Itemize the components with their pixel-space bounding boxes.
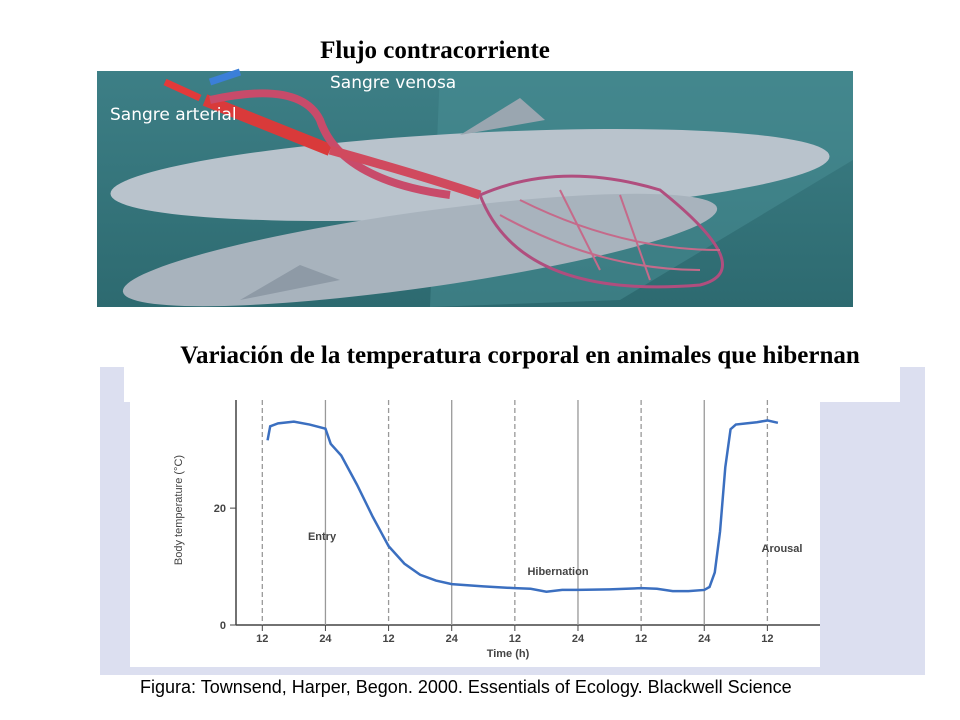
x-tick-label: 12	[382, 633, 394, 645]
x-tick-label: 12	[509, 633, 521, 645]
chart-area	[130, 395, 820, 667]
annotation: Entry	[308, 531, 337, 543]
label-venosa: Sangre venosa	[330, 73, 456, 93]
temperature-line	[266, 419, 779, 593]
annotation: Arousal	[762, 543, 803, 555]
caption: Figura: Townsend, Harper, Begon. 2000. E…	[140, 677, 792, 697]
x-tick-label: 12	[761, 633, 773, 645]
x-tick-label: 24	[446, 633, 459, 645]
x-tick-label: 24	[572, 633, 585, 645]
y-tick-label: 0	[220, 620, 226, 632]
y-axis-label: Body temperature (°C)	[173, 455, 185, 565]
chart-heading-box: Variación de la temperatura corporal en …	[180, 342, 860, 369]
x-tick-label: 24	[698, 633, 711, 645]
dolphin-illustration: Sangre arterial Sangre venosa	[97, 68, 853, 307]
x-tick-label: 24	[319, 633, 332, 645]
heading: Flujo contracorriente	[320, 37, 550, 64]
chart-heading: Variación de la temperatura corporal en …	[180, 342, 860, 369]
x-axis-label: Time (h)	[487, 648, 530, 660]
x-tick-label: 12	[635, 633, 647, 645]
x-tick-label: 12	[256, 633, 268, 645]
annotation: Hibernation	[527, 566, 588, 578]
y-tick-label: 20	[214, 503, 226, 515]
label-arterial: Sangre arterial	[110, 105, 237, 125]
caption-box: Figura: Townsend, Harper, Begon. 2000. E…	[140, 677, 792, 697]
heading-box	[124, 335, 900, 402]
